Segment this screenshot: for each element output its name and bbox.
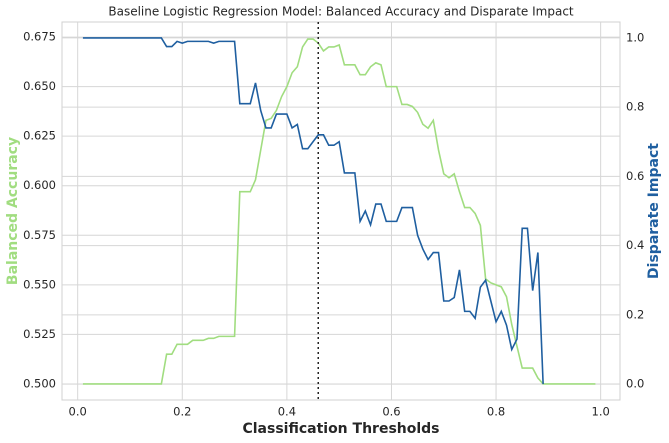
x-tick-label: 0.2 <box>173 405 191 419</box>
y-axis-label: Balanced Accuracy <box>5 137 21 285</box>
x-tick-label: 0.8 <box>487 405 505 419</box>
y2-tick-label: 0.6 <box>626 169 644 183</box>
y-tick-label: 0.550 <box>23 277 56 291</box>
y-tick-label: 0.575 <box>23 228 56 242</box>
y-tick-label: 0.625 <box>23 129 56 143</box>
x-tick-label: 1.0 <box>592 405 610 419</box>
plot-frame <box>61 21 621 401</box>
y-tick-label: 0.600 <box>23 178 56 192</box>
y-tick-label: 0.675 <box>23 30 56 44</box>
x-tick-label: 0.0 <box>69 405 87 419</box>
y2-axis-label: Disparate Impact <box>646 143 662 279</box>
x-axis-label: Classification Thresholds <box>242 421 439 437</box>
series-line <box>82 38 596 385</box>
y-tick-label: 0.525 <box>23 327 56 341</box>
chart-title: Baseline Logistic Regression Model: Bala… <box>108 5 574 19</box>
y2-tick-label: 0.2 <box>626 307 644 321</box>
series-line <box>82 37 544 385</box>
y-tick-label: 0.500 <box>23 376 56 390</box>
y2-tick-label: 0.4 <box>626 238 644 252</box>
x-tick-label: 0.4 <box>278 405 296 419</box>
y2-tick-label: 0.8 <box>626 100 644 114</box>
y2-tick-label: 1.0 <box>626 30 644 44</box>
y-tick-label: 0.650 <box>23 79 56 93</box>
x-tick-label: 0.6 <box>382 405 400 419</box>
y2-tick-label: 0.0 <box>626 377 644 391</box>
